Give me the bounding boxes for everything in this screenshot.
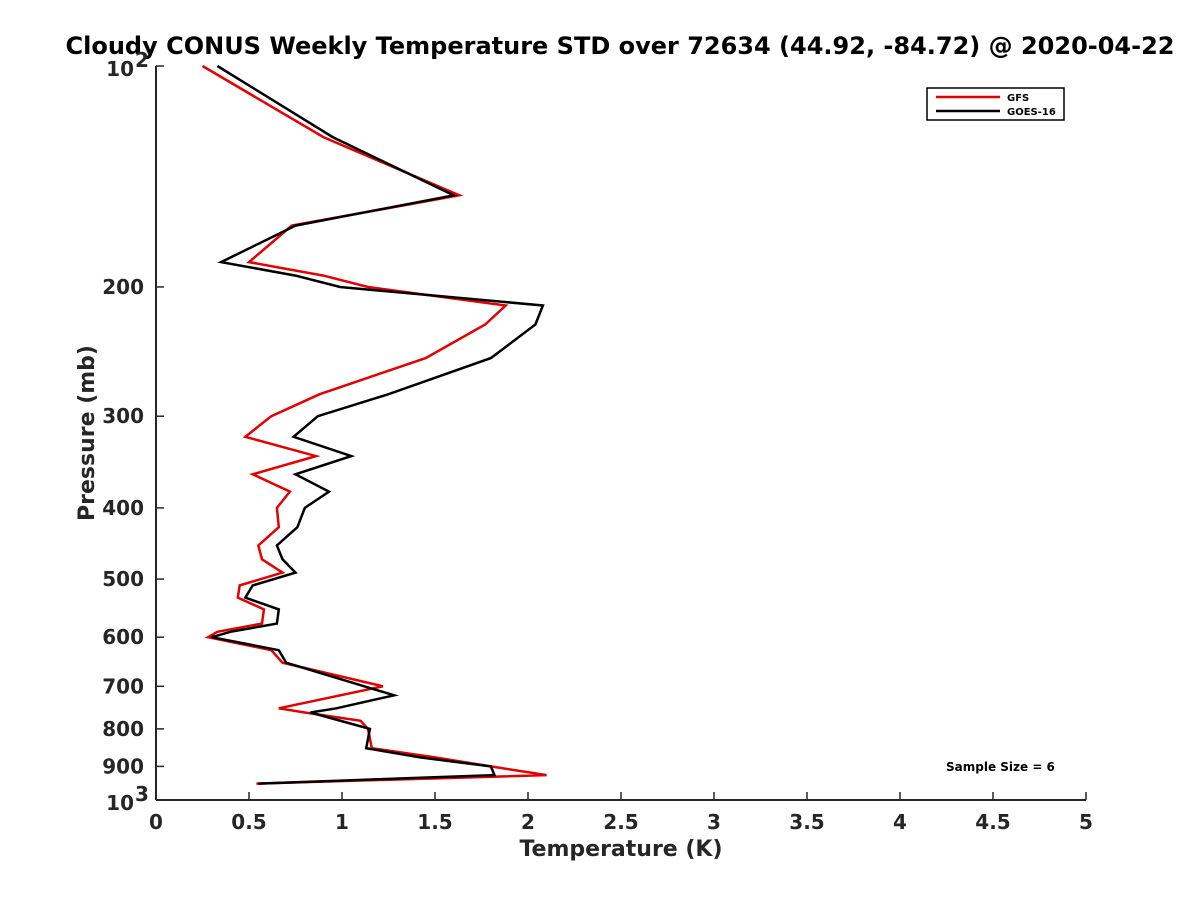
x-axis-label: Temperature (K) [519,837,722,862]
x-tick-label: 2 [521,810,535,834]
y-tick-label: 700 [102,674,144,698]
y-tick-label: 200 [102,275,144,299]
x-tick-label: 4.5 [975,810,1010,834]
x-ticks: 0 0.5 1 1.5 2 2.5 3 3.5 4 4.5 5 [149,792,1093,834]
x-tick-label: 1 [335,810,349,834]
y-tick-label: 400 [102,496,144,520]
legend-box [926,87,1065,121]
sample-size-annotation: Sample Size = 6 [946,760,1055,774]
series-layer [201,64,547,785]
legend-label-goes16: GOES-16 [1007,107,1056,118]
series-line-gfs [201,64,547,785]
x-tick-label: 2.5 [603,810,638,834]
y-tick-label: 10 [106,791,134,815]
x-tick-label: 5 [1079,810,1093,834]
x-tick-label: 0.5 [231,810,266,834]
legend-label-gfs: GFS [1007,93,1029,104]
legend: GFS GOES-16 [926,87,1065,121]
y-tick-label: 800 [102,717,144,741]
y-tick-label: 300 [102,404,144,428]
x-tick-label: 3 [707,810,721,834]
y-axis-label: Pressure (mb) [75,345,100,521]
x-tick-label: 4 [893,810,907,834]
y-tick-label-exponent: 2 [135,48,149,72]
x-tick-label: 3.5 [789,810,824,834]
y-tick-label-exponent: 3 [135,782,149,806]
y-tick-label: 500 [102,567,144,591]
series-line-goes16 [211,64,545,785]
y-tick-label: 600 [102,625,144,649]
x-tick-label: 0 [149,810,163,834]
chart-title: Cloudy CONUS Weekly Temperature STD over… [66,32,1175,60]
y-tick-label: 10 [106,57,134,81]
x-tick-label: 1.5 [417,810,452,834]
plot-area: 0 0.5 1 1.5 2 2.5 3 3.5 4 4.5 5 10 2200300400500600… [102,48,1093,834]
y-tick-label: 900 [102,754,144,778]
